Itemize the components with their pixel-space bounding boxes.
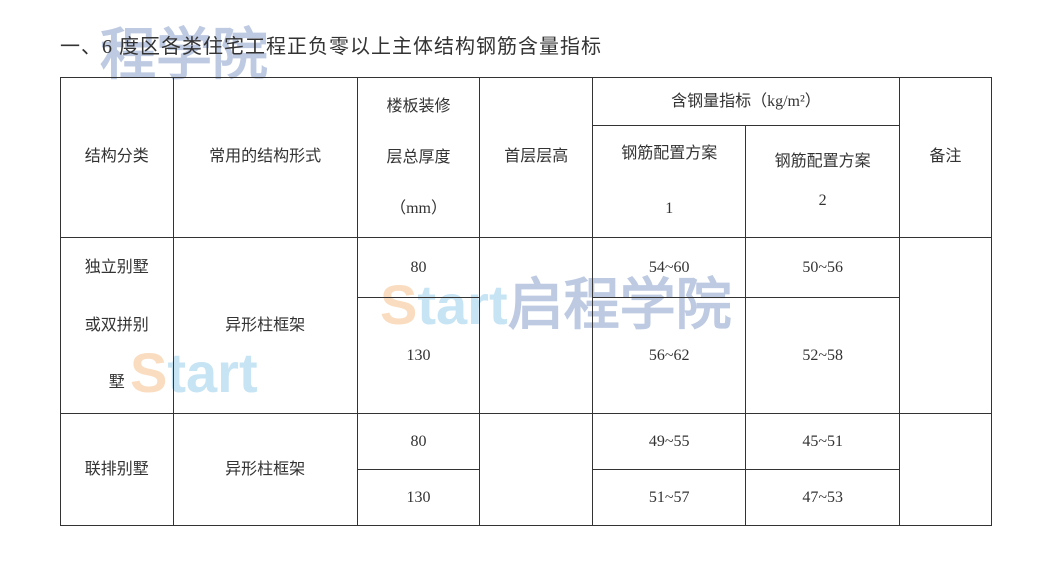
section-title: 一、6 度区各类住宅工程正负零以上主体结构钢筋含量指标 bbox=[60, 30, 992, 59]
cell-category: 联排别墅 bbox=[61, 414, 174, 526]
steel-content-table: 结构分类 常用的结构形式 楼板装修 层总厚度 （mm） 首层层高 含钢量指标（k… bbox=[60, 77, 992, 526]
th-category: 结构分类 bbox=[61, 78, 174, 238]
cell-thickness: 130 bbox=[357, 298, 480, 414]
table-row: 独立别墅 或双拼别 墅 异形柱框架 80 54~60 50~56 bbox=[61, 238, 992, 298]
th-note: 备注 bbox=[899, 78, 991, 238]
cell-thickness: 80 bbox=[357, 238, 480, 298]
cell-floor-height bbox=[480, 414, 593, 526]
th-steel-group: 含钢量指标（kg/m²） bbox=[592, 78, 899, 126]
cell-opt1: 51~57 bbox=[592, 470, 745, 526]
cell-thickness: 130 bbox=[357, 470, 480, 526]
cell-structure: 异形柱框架 bbox=[173, 238, 357, 414]
th-structure: 常用的结构形式 bbox=[173, 78, 357, 238]
cell-note bbox=[899, 414, 991, 526]
cell-floor-height bbox=[480, 238, 593, 414]
th-floor-height: 首层层高 bbox=[480, 78, 593, 238]
th-thickness: 楼板装修 层总厚度 （mm） bbox=[357, 78, 480, 238]
cell-structure: 异形柱框架 bbox=[173, 414, 357, 526]
th-option1: 钢筋配置方案 1 bbox=[592, 126, 745, 238]
cell-opt2: 45~51 bbox=[746, 414, 899, 470]
cell-opt1: 56~62 bbox=[592, 298, 745, 414]
cell-opt1: 49~55 bbox=[592, 414, 745, 470]
cell-note bbox=[899, 238, 991, 414]
cell-category: 独立别墅 或双拼别 墅 bbox=[61, 238, 174, 414]
cell-opt2: 47~53 bbox=[746, 470, 899, 526]
cell-opt1: 54~60 bbox=[592, 238, 745, 298]
cell-thickness: 80 bbox=[357, 414, 480, 470]
th-option2: 钢筋配置方案 2 bbox=[746, 126, 899, 238]
cell-opt2: 52~58 bbox=[746, 298, 899, 414]
table-row: 联排别墅 异形柱框架 80 49~55 45~51 bbox=[61, 414, 992, 470]
cell-opt2: 50~56 bbox=[746, 238, 899, 298]
